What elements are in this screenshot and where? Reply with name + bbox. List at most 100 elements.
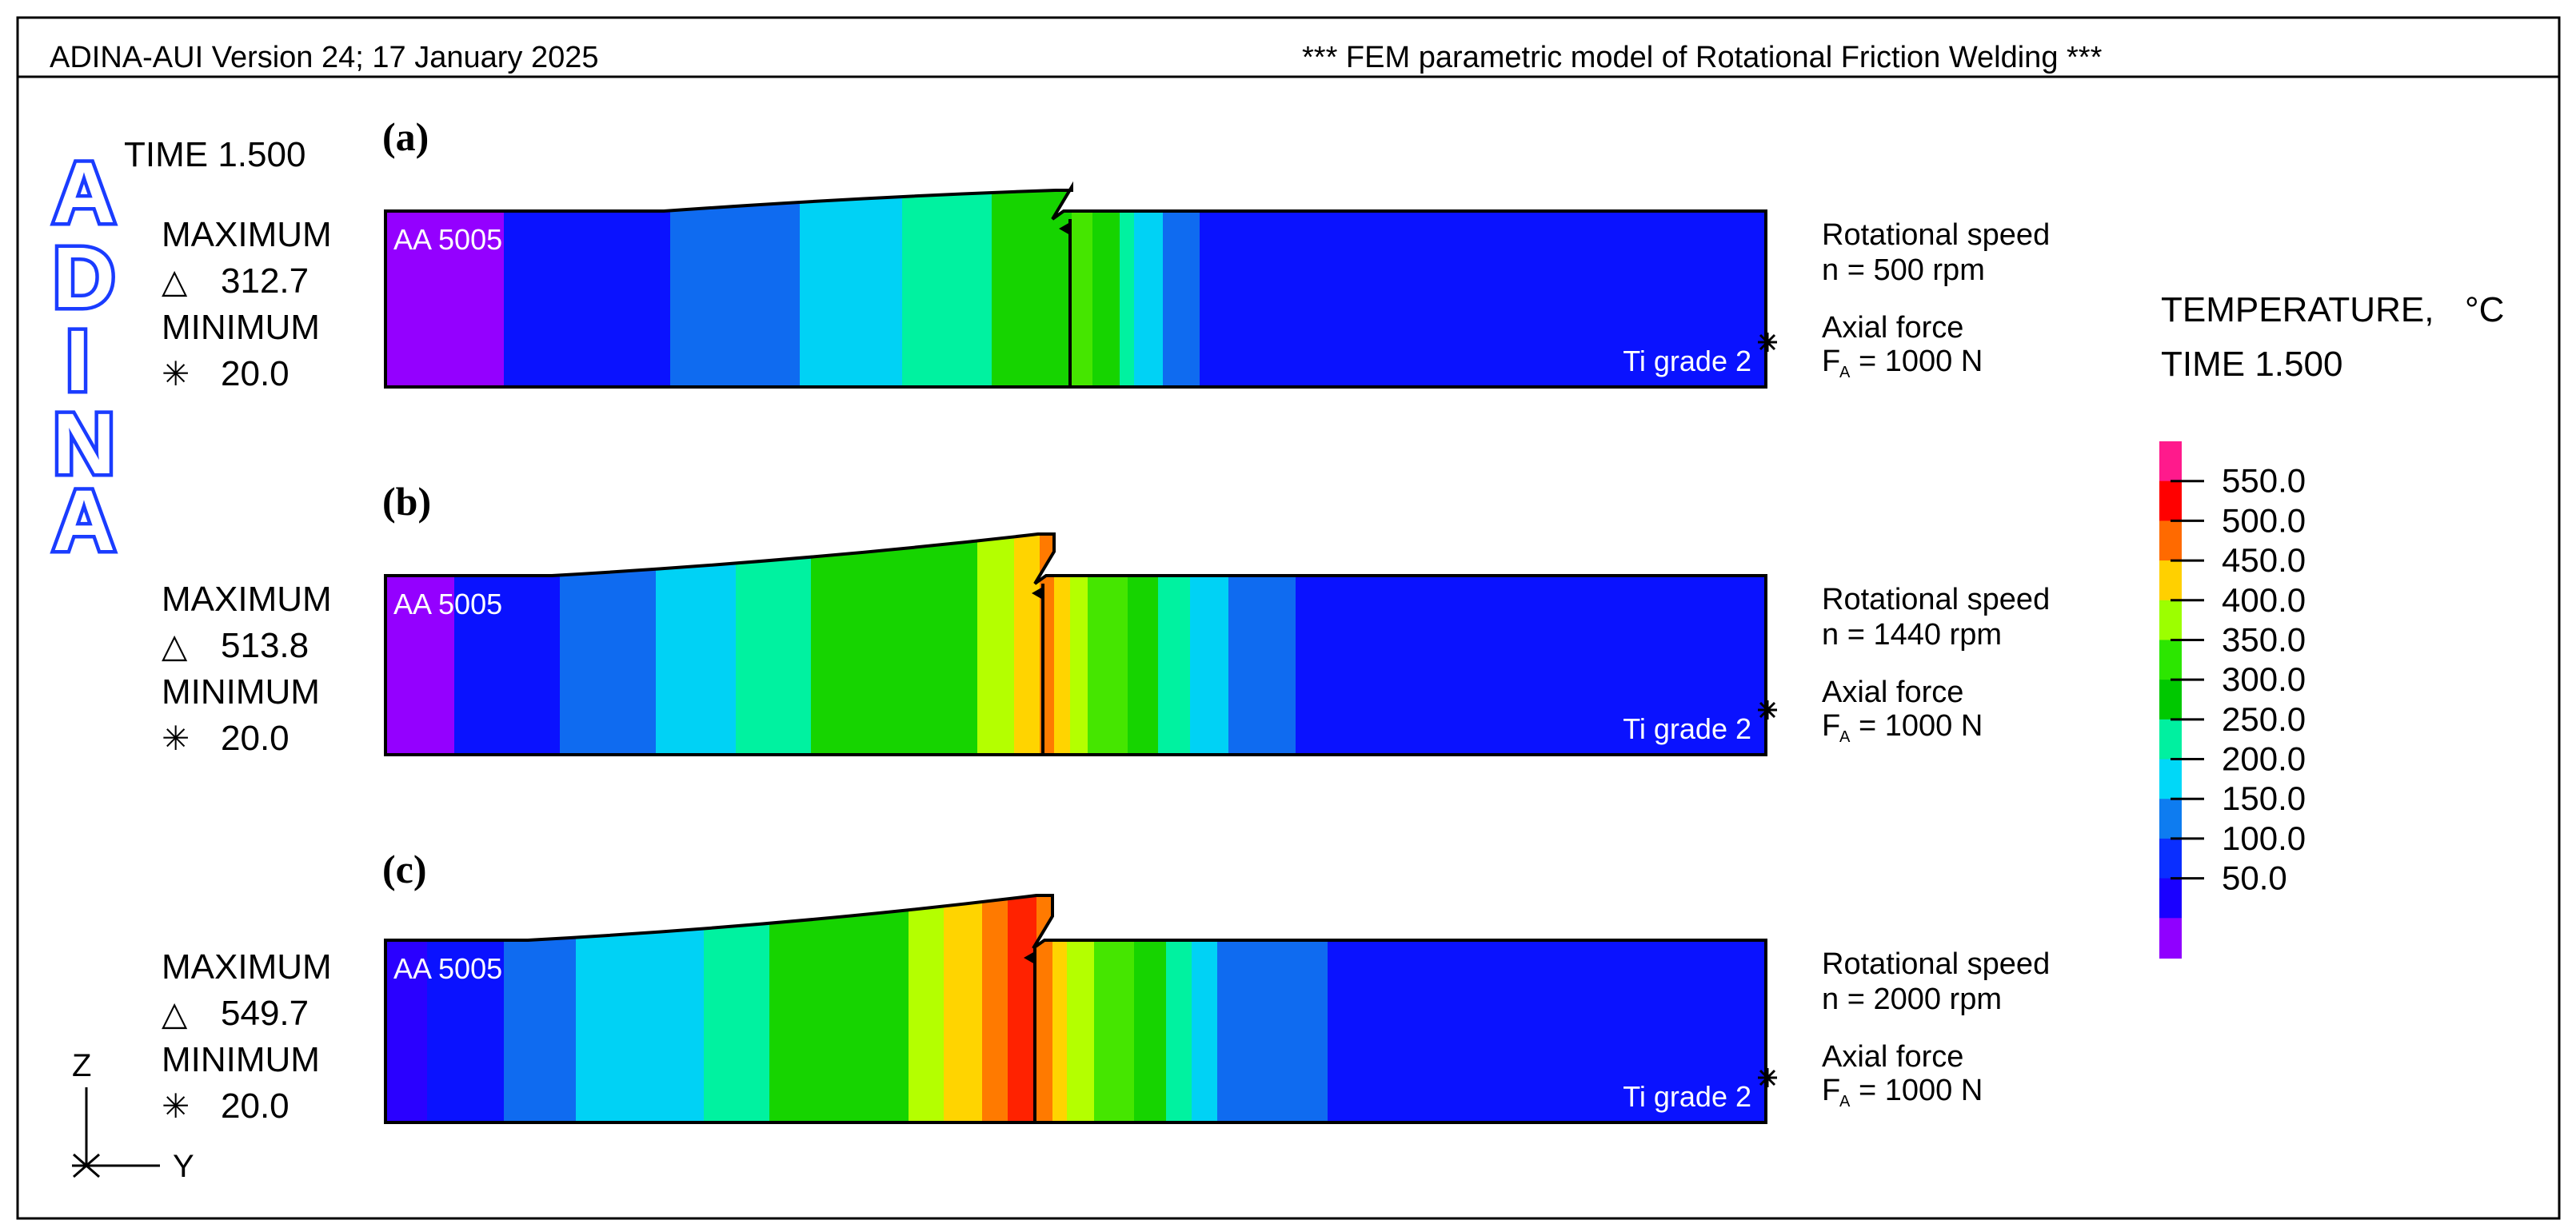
colorbar-band <box>2159 838 2182 879</box>
force-value: = 1000 N <box>1859 345 1983 378</box>
max-marker-icon <box>1032 587 1043 600</box>
temperature-field <box>385 187 1766 387</box>
y-axis-label: Y <box>173 1149 194 1184</box>
speed-value: n = 1440 rpm <box>1822 618 2002 652</box>
colorbar-tick-label: 250.0 <box>2222 700 2306 738</box>
force-symbol: F <box>1822 1074 1840 1107</box>
triangle-icon: △ <box>162 995 188 1032</box>
min-marker-icon <box>1759 701 1776 719</box>
temperature-band <box>704 895 770 1122</box>
model-title: *** FEM parametric model of Rotational F… <box>1302 41 2103 74</box>
temperature-band <box>1272 187 1766 387</box>
max-marker-icon <box>1059 222 1070 235</box>
panel: (b) MAXIMUM △ 513.8 MINIMUM ✳ 20.0 AA 5005 Ti gr… <box>162 479 2050 758</box>
legend-time: TIME 1.500 <box>2161 345 2342 384</box>
software-version: ADINA-AUI Version 24; 17 January 2025 <box>50 41 599 74</box>
adina-logo: A D I N A <box>50 141 119 572</box>
logo-letter: I <box>66 312 90 409</box>
maximum-label: MAXIMUM <box>162 580 332 619</box>
temperature-band <box>1036 895 1053 1122</box>
min-marker-icon <box>1759 1069 1776 1086</box>
temperature-band <box>385 187 505 387</box>
temperature-band <box>1072 187 1093 387</box>
maximum-label: MAXIMUM <box>162 215 332 254</box>
colorbar-tick-label: 450.0 <box>2222 541 2306 579</box>
temperature-band <box>800 187 903 387</box>
colorbar-tick-label: 200.0 <box>2222 740 2306 778</box>
triangle-icon: △ <box>162 627 188 664</box>
z-axis-label: Z <box>72 1048 91 1083</box>
temperature-band <box>811 534 929 755</box>
force-value: = 1000 N <box>1859 709 1983 743</box>
axis-triad: Z Y <box>72 1048 194 1184</box>
speed-title: Rotational speed <box>1822 583 2050 616</box>
colorbar-tick-label: 300.0 <box>2222 660 2306 698</box>
temperature-band <box>1134 187 1164 387</box>
left-material-label: AA 5005 <box>393 223 502 256</box>
right-material-label: Ti grade 2 <box>1623 712 1751 745</box>
left-material-label: AA 5005 <box>393 588 502 620</box>
temperature-band <box>670 187 801 387</box>
panels: (a) MAXIMUM △ 312.7 MINIMUM ✳ 20.0 AA 5005 Ti gr… <box>162 114 2050 1126</box>
temperature-band <box>1052 895 1068 1122</box>
axis-x-mark <box>73 1153 100 1178</box>
temperature-band <box>1054 534 1071 755</box>
panel-label: (a) <box>382 114 429 159</box>
colorbar-tick-label: 400.0 <box>2222 581 2306 619</box>
temperature-band <box>992 187 1040 387</box>
panel-label: (c) <box>382 847 427 891</box>
colorbar-band <box>2159 680 2182 720</box>
temperature-band <box>1070 534 1088 755</box>
specimen-outline <box>384 181 1767 389</box>
minimum-label: MINIMUM <box>162 672 320 712</box>
legend-ticks: 550.0500.0450.0400.0350.0300.0250.0200.0… <box>2171 462 2306 897</box>
minimum-label: MINIMUM <box>162 308 320 347</box>
temperature-band <box>1092 187 1120 387</box>
maximum-value: 549.7 <box>221 994 309 1033</box>
colorbar-tick-label: 500.0 <box>2222 501 2306 539</box>
colorbar-band <box>2159 480 2182 522</box>
star-icon: ✳ <box>162 1087 190 1125</box>
colorbar-tick-label: 50.0 <box>2222 859 2287 897</box>
temperature-band <box>1200 187 1272 387</box>
legend-colorbar <box>2159 441 2182 959</box>
minimum-value: 20.0 <box>221 719 290 758</box>
temperature-band <box>909 895 945 1122</box>
colorbar-tick-label: 150.0 <box>2222 779 2306 817</box>
colorbar-band <box>2159 640 2182 681</box>
force-subscript: A <box>1839 364 1851 381</box>
speed-value: n = 2000 rpm <box>1822 983 2002 1016</box>
colorbar-band <box>2159 719 2182 760</box>
star-icon: ✳ <box>162 720 190 757</box>
maximum-label: MAXIMUM <box>162 947 332 987</box>
right-material-label: Ti grade 2 <box>1623 345 1751 377</box>
colorbar-band <box>2159 441 2182 482</box>
min-marker-icon <box>1759 333 1776 351</box>
minimum-value: 20.0 <box>221 354 290 393</box>
force-title: Axial force <box>1822 676 1963 709</box>
force-value: = 1000 N <box>1859 1074 1983 1107</box>
temperature-band <box>1163 187 1200 387</box>
logo-letter: A <box>53 472 115 568</box>
temperature-band <box>944 895 983 1122</box>
speed-value: n = 500 rpm <box>1822 253 1985 287</box>
speed-title: Rotational speed <box>1822 218 2050 252</box>
panel-label: (b) <box>382 479 431 524</box>
specimen-outline <box>384 894 1767 1124</box>
force-symbol: F <box>1822 345 1840 378</box>
colorbar-band <box>2159 799 2182 839</box>
temperature-band <box>736 534 812 755</box>
temperature-band <box>977 534 1015 755</box>
temperature-band <box>504 187 671 387</box>
max-marker-icon <box>1024 951 1035 964</box>
colorbar-tick-label: 100.0 <box>2222 819 2306 857</box>
minimum-value: 20.0 <box>221 1086 290 1126</box>
colorbar-band <box>2159 520 2182 562</box>
force-subscript: A <box>1839 1093 1851 1110</box>
force-title: Axial force <box>1822 1040 1963 1074</box>
left-material-label: AA 5005 <box>393 952 502 985</box>
logo-letter: A <box>53 144 115 241</box>
colorbar-tick-label: 550.0 <box>2222 462 2306 500</box>
time-readout: TIME 1.500 <box>124 135 306 174</box>
